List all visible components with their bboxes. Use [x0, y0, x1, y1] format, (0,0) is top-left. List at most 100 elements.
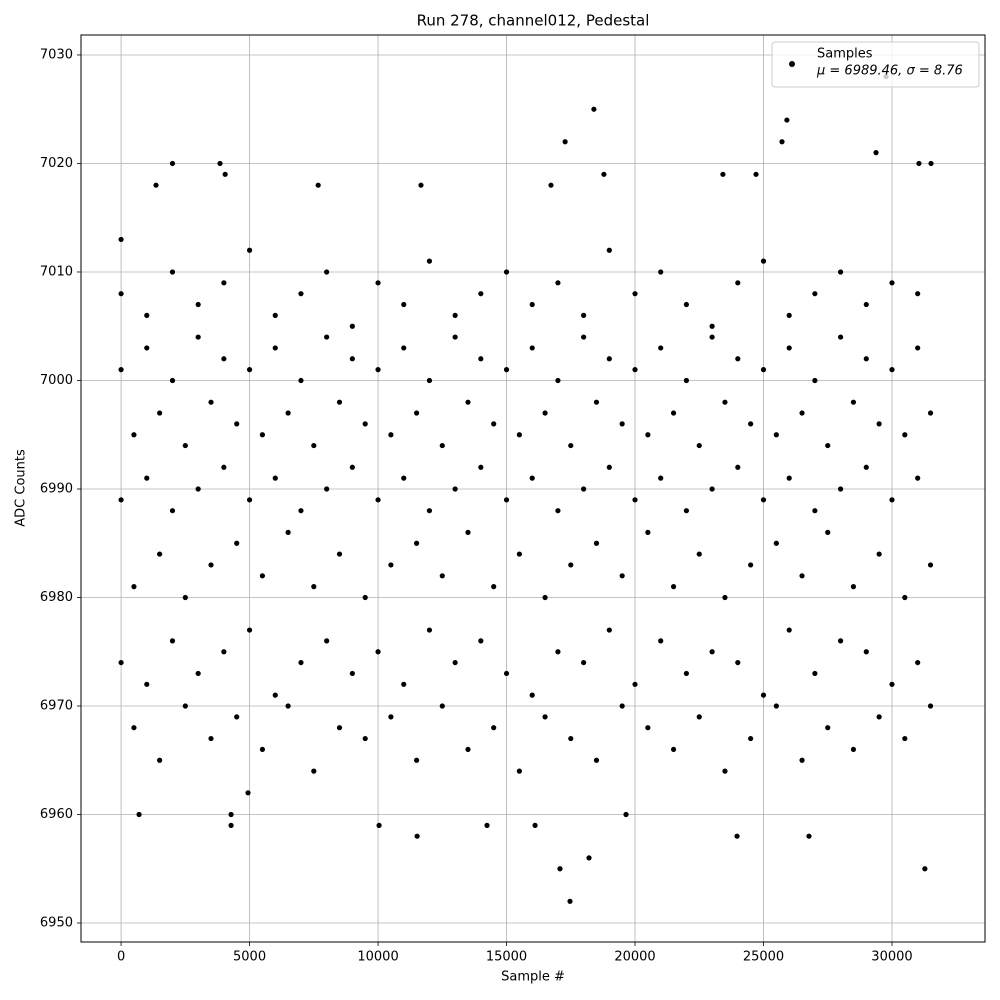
point — [349, 670, 355, 677]
point — [246, 627, 253, 633]
grid — [81, 35, 985, 942]
point — [259, 432, 266, 438]
point — [324, 486, 330, 492]
point — [182, 703, 188, 709]
point — [169, 638, 176, 644]
point — [863, 301, 869, 308]
point — [221, 649, 227, 655]
point — [760, 497, 767, 503]
point — [683, 301, 690, 308]
x-tick-label: 15000 — [486, 950, 527, 965]
point — [234, 421, 240, 427]
point — [735, 659, 741, 666]
point — [773, 703, 779, 709]
point — [272, 312, 278, 318]
point — [632, 367, 638, 373]
point — [414, 833, 420, 839]
point — [568, 562, 574, 568]
point — [683, 670, 690, 677]
ticks: 0 5000 10000 15000 20000 25000 30000 6950 6960 69… — [40, 47, 913, 964]
point — [786, 312, 792, 318]
x-tick-label: 20000 — [614, 950, 655, 965]
point — [285, 410, 291, 416]
point — [452, 659, 458, 666]
point — [645, 725, 651, 731]
point — [136, 811, 142, 818]
point — [632, 497, 638, 503]
point — [153, 182, 159, 188]
point — [298, 659, 304, 666]
point — [876, 714, 882, 720]
point — [837, 269, 844, 275]
point — [529, 475, 535, 481]
point — [336, 551, 343, 557]
point — [529, 692, 535, 698]
point — [131, 432, 137, 438]
point — [118, 497, 124, 503]
y-tick-label: 6950 — [40, 916, 73, 931]
point — [760, 692, 767, 698]
point — [593, 757, 600, 763]
point — [760, 258, 767, 264]
point — [349, 356, 355, 362]
point — [606, 356, 612, 362]
point — [144, 475, 150, 481]
point — [722, 768, 728, 774]
point — [388, 714, 394, 720]
point — [228, 811, 234, 818]
point — [593, 540, 600, 546]
x-tick-label: 30000 — [871, 950, 912, 965]
point — [491, 421, 497, 427]
point — [375, 367, 381, 373]
point — [863, 356, 869, 362]
point — [760, 367, 767, 373]
point — [195, 670, 201, 677]
point — [311, 768, 317, 774]
point — [246, 497, 253, 503]
point — [889, 681, 895, 687]
point — [245, 790, 251, 796]
point — [748, 421, 754, 427]
point — [315, 182, 321, 188]
point — [478, 464, 484, 470]
y-tick-label: 6970 — [40, 698, 73, 713]
point — [516, 432, 522, 438]
point — [825, 442, 831, 449]
point — [709, 334, 715, 340]
x-tick-label: 25000 — [743, 950, 784, 965]
point — [753, 171, 759, 177]
point — [601, 171, 607, 177]
point — [272, 345, 278, 351]
point — [619, 421, 625, 427]
point — [246, 367, 253, 373]
point — [388, 562, 394, 568]
y-tick-label: 7020 — [40, 156, 73, 171]
point — [915, 345, 921, 351]
point — [555, 649, 561, 655]
point — [157, 757, 163, 763]
point — [542, 714, 548, 720]
point — [336, 399, 343, 405]
point — [311, 442, 317, 449]
point — [555, 377, 561, 384]
point — [889, 367, 895, 373]
point — [696, 442, 702, 449]
point — [799, 757, 805, 763]
point — [272, 692, 278, 698]
point — [619, 573, 625, 579]
point — [118, 291, 124, 297]
point — [623, 811, 629, 818]
point — [401, 345, 407, 351]
point — [876, 421, 882, 427]
legend-box — [771, 41, 980, 88]
point — [696, 551, 702, 557]
point — [503, 670, 510, 677]
point — [922, 866, 928, 872]
point — [658, 345, 664, 351]
point — [375, 497, 381, 503]
x-axis-label: Sample # — [501, 970, 565, 985]
point — [426, 258, 433, 264]
point — [799, 410, 805, 416]
point — [222, 171, 228, 177]
point — [658, 475, 664, 481]
